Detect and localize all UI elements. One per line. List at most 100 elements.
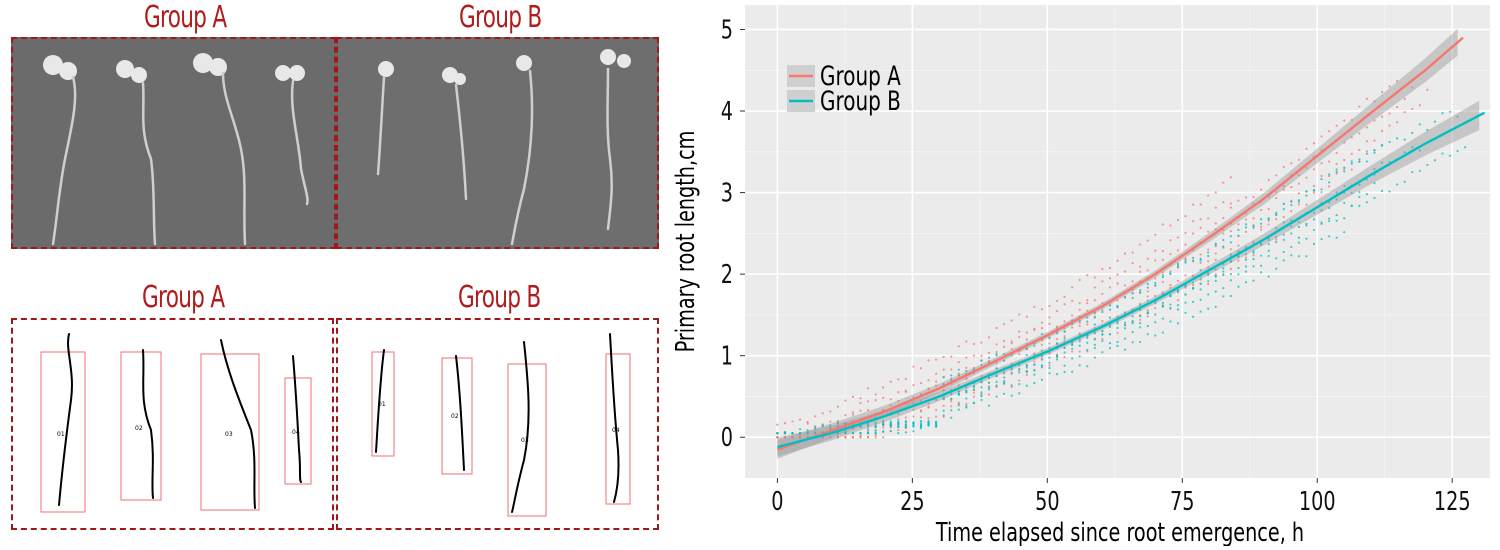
data-point <box>980 359 983 362</box>
data-point <box>1403 180 1406 183</box>
data-point <box>972 385 975 389</box>
data-point <box>942 382 945 386</box>
data-point <box>972 354 975 357</box>
data-point <box>1199 226 1202 229</box>
data-point <box>1305 194 1308 197</box>
data-point <box>1101 310 1104 314</box>
data-point <box>1207 254 1210 258</box>
data-point <box>1358 160 1361 163</box>
data-point <box>1093 311 1096 314</box>
data-point <box>1343 217 1346 220</box>
data-point <box>1320 222 1323 225</box>
data-point <box>950 393 953 396</box>
data-point <box>919 427 923 430</box>
data-point <box>1380 90 1384 94</box>
data-point <box>1214 279 1217 282</box>
data-point <box>866 387 870 390</box>
data-point <box>1199 282 1202 285</box>
data-point <box>927 419 930 423</box>
data-point <box>1123 296 1127 299</box>
data-point <box>1297 174 1300 177</box>
data-point <box>1222 270 1225 273</box>
data-point <box>1003 379 1006 383</box>
data-point <box>987 351 991 354</box>
data-point <box>1214 268 1217 271</box>
data-point <box>1146 269 1149 272</box>
data-point <box>1290 203 1293 207</box>
data-point <box>1116 299 1119 302</box>
data-point <box>1290 200 1293 203</box>
data-point <box>950 409 953 412</box>
data-point <box>957 390 960 393</box>
data-point <box>1373 119 1376 122</box>
data-point <box>1131 262 1134 265</box>
data-point <box>942 368 945 371</box>
y-tick-label: 3 <box>721 179 733 209</box>
data-point <box>851 411 855 414</box>
data-point <box>1312 242 1316 245</box>
data-point <box>1328 160 1331 163</box>
data-point <box>1229 206 1232 209</box>
data-point <box>950 398 953 401</box>
data-point <box>1282 238 1285 241</box>
data-point <box>1191 256 1195 259</box>
data-point <box>1169 253 1172 256</box>
data-point <box>1093 316 1096 319</box>
data-point <box>1214 243 1217 246</box>
data-point <box>1063 370 1066 374</box>
data-point <box>1003 352 1006 356</box>
data-point <box>1078 364 1081 367</box>
data-point <box>1146 295 1149 298</box>
data-point <box>776 432 779 435</box>
mask-b-label-1: 01 <box>378 401 386 408</box>
data-point <box>836 419 839 422</box>
data-point <box>995 384 998 387</box>
data-point <box>1139 303 1142 307</box>
data-point <box>1154 259 1157 262</box>
data-point <box>806 422 809 425</box>
data-point <box>1433 120 1437 123</box>
data-point <box>1267 207 1270 211</box>
mask-a-label-2: 02 <box>135 425 143 432</box>
data-point <box>1214 258 1217 261</box>
data-point <box>1116 259 1119 262</box>
data-point <box>1244 230 1248 233</box>
data-point <box>897 418 900 421</box>
data-point <box>1040 366 1044 369</box>
data-point <box>1154 233 1157 236</box>
data-point <box>897 425 900 429</box>
data-point <box>1161 275 1164 279</box>
data-point <box>1199 259 1202 262</box>
data-point <box>866 428 870 431</box>
data-point <box>957 403 960 406</box>
seedling-photo-group-a <box>11 37 336 249</box>
data-point <box>1176 291 1180 294</box>
data-point <box>1161 258 1164 261</box>
data-point <box>904 378 907 381</box>
data-point <box>1252 254 1255 257</box>
data-point <box>1108 347 1112 350</box>
data-point <box>1244 253 1248 256</box>
data-point <box>1169 303 1172 306</box>
data-point <box>1040 358 1044 361</box>
data-point <box>987 376 991 379</box>
data-point <box>1290 219 1293 222</box>
root-length-chart: 0 25 50 75 100 125 0 1 2 3 4 5 Group A Group B Time … <box>670 0 1500 548</box>
data-point <box>1199 298 1202 301</box>
data-point <box>1063 346 1066 350</box>
data-point <box>1335 124 1338 127</box>
data-point <box>927 417 930 420</box>
data-point <box>1411 107 1414 110</box>
data-point <box>1123 311 1127 314</box>
data-point <box>1237 285 1240 288</box>
data-point <box>1297 182 1300 185</box>
data-point <box>1358 183 1361 186</box>
data-point <box>1441 112 1444 115</box>
data-point <box>1176 303 1180 307</box>
data-point <box>1275 267 1278 270</box>
data-point <box>859 434 862 437</box>
data-point <box>1350 136 1353 139</box>
data-point <box>1214 252 1217 255</box>
y-tick-label: 2 <box>721 260 733 290</box>
data-point <box>980 354 983 357</box>
